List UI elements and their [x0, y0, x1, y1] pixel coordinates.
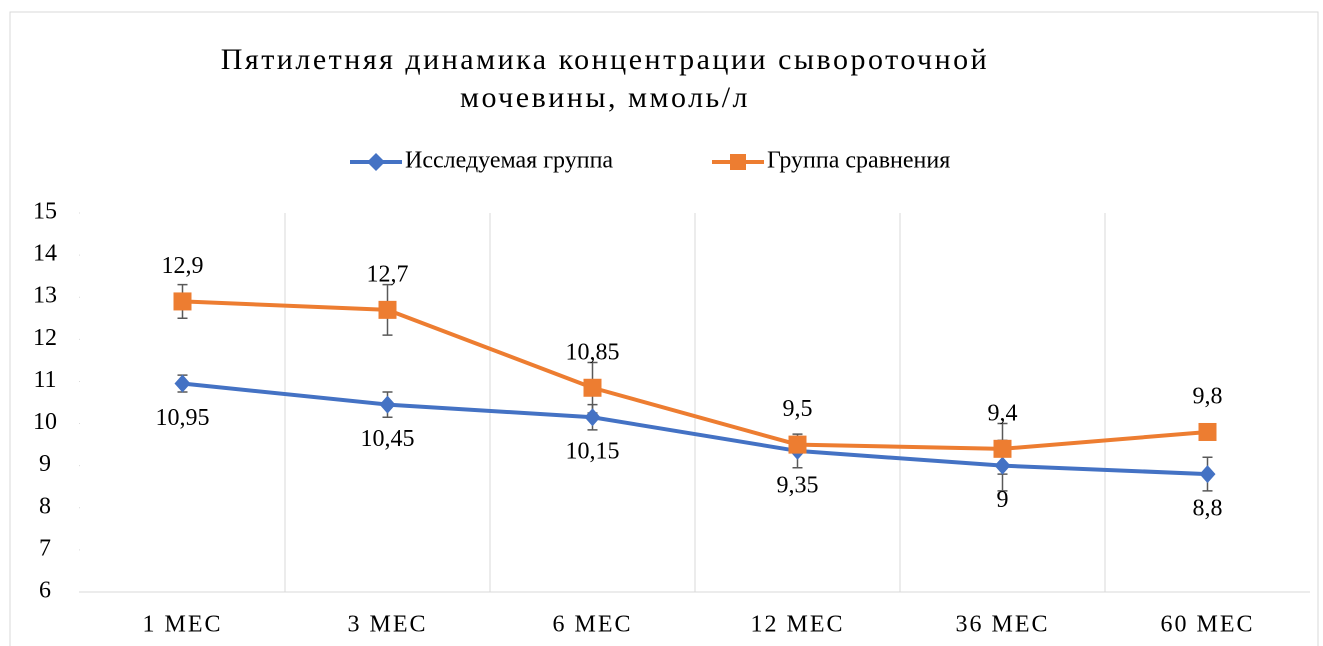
series-line [182, 299, 1208, 451]
point [173, 292, 192, 311]
y-tick-label: 14 [33, 241, 57, 267]
x-tick-label: 3 МЕС [347, 612, 427, 638]
point [994, 456, 1011, 475]
point [174, 374, 191, 393]
chart-title: мочевины, ммоль/л [460, 81, 750, 114]
data-label: 9,5 [783, 396, 813, 422]
data-label: 10,15 [566, 439, 620, 465]
chart-title: Пятилетняя динамика концентрации сыворот… [221, 43, 990, 76]
data-label: 10,45 [361, 426, 415, 452]
data-label: 9,4 [988, 400, 1018, 426]
data-label: 8,8 [1193, 496, 1223, 522]
data-label: 9 [997, 487, 1009, 513]
point [584, 408, 601, 427]
x-tick-label: 12 МЕС [750, 612, 844, 638]
data-label: 12,9 [162, 253, 204, 279]
data-label: 10,85 [566, 339, 620, 365]
point [583, 378, 602, 397]
series-line [182, 381, 1208, 477]
chart-border [9, 11, 1319, 646]
point [378, 300, 397, 319]
point [788, 435, 807, 454]
legend-marker [730, 154, 746, 170]
legend-label: Исследуемая группа [405, 148, 613, 174]
data-label: 10,95 [156, 405, 210, 431]
x-tick-label: 1 МЕС [142, 612, 222, 638]
x-tick-label: 36 МЕС [955, 612, 1049, 638]
data-label: 9,35 [777, 472, 819, 498]
y-tick-label: 12 [33, 325, 57, 351]
y-tick-label: 8 [39, 493, 51, 519]
point [379, 395, 396, 414]
point [1199, 465, 1216, 484]
point [1198, 422, 1217, 441]
y-tick-label: 11 [33, 367, 56, 393]
y-tick-label: 7 [39, 535, 51, 561]
y-tick-label: 6 [39, 578, 51, 604]
x-tick-label: 6 МЕС [552, 612, 632, 638]
y-tick-label: 15 [33, 199, 57, 225]
point [993, 439, 1012, 458]
data-label: 12,7 [367, 261, 409, 287]
y-tick-label: 13 [33, 283, 57, 309]
x-tick-label: 60 МЕС [1160, 612, 1254, 638]
legend-marker [367, 153, 385, 171]
y-tick-label: 10 [33, 409, 57, 435]
data-label: 9,8 [1193, 383, 1223, 409]
legend-label: Группа сравнения [767, 148, 950, 174]
y-tick-label: 9 [39, 451, 51, 477]
